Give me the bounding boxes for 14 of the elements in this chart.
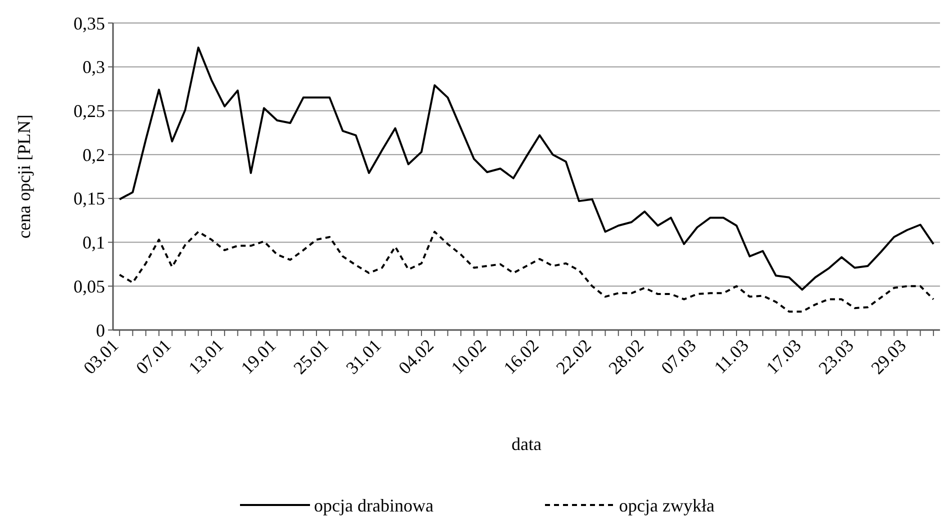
y-tick-label: 0,05: [74, 276, 105, 296]
y-tick-label: 0,15: [74, 188, 105, 209]
line-series: [118, 46, 934, 291]
line-series: [118, 230, 934, 313]
y-tick-label: 0,3: [82, 57, 105, 78]
y-tick-label: 0,2: [82, 144, 105, 165]
y-axis-title: cena opcji [PLN]: [14, 114, 34, 238]
legend-label: opcja drabinowa: [314, 495, 434, 516]
y-tick-label: 0,25: [74, 101, 105, 122]
x-axis-title: data: [512, 434, 542, 454]
y-tick-label: 0,1: [82, 232, 105, 253]
y-tick-label: 0: [96, 320, 105, 340]
legend-label: opcja zwykła: [619, 495, 714, 516]
y-tick-label: 0,35: [74, 13, 105, 34]
